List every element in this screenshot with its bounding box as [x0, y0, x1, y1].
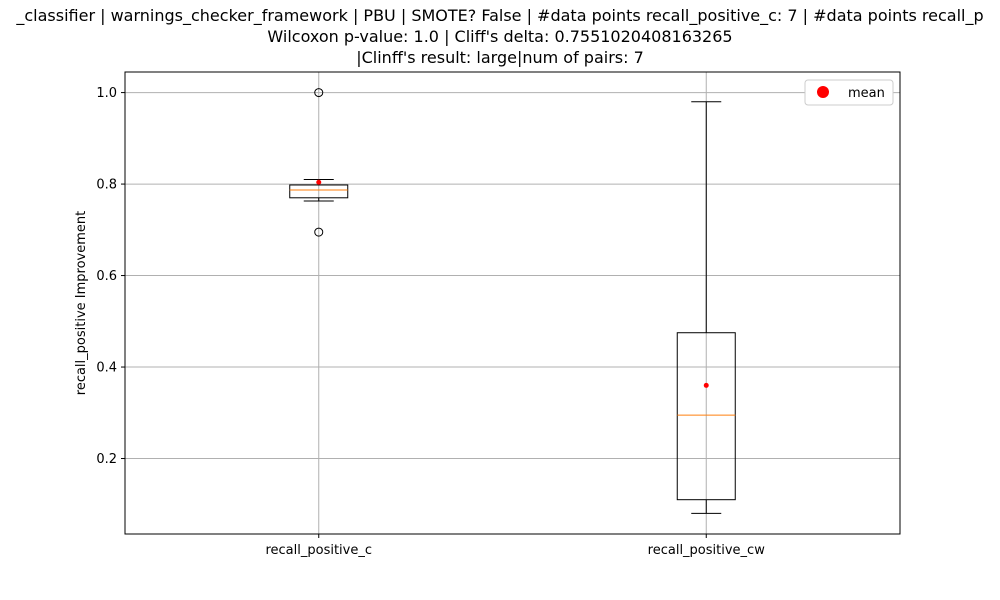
x-tick-label: recall_positive_c	[265, 543, 372, 558]
outlier-point	[314, 227, 324, 237]
mean-marker	[703, 382, 709, 388]
iqr-box	[289, 184, 349, 199]
y-tick-label: 1.0	[96, 86, 117, 101]
legend-frame	[804, 79, 894, 106]
grid-lines	[125, 72, 900, 534]
legend: mean	[804, 79, 894, 106]
box-series	[289, 88, 736, 514]
y-tick-label: 0.4	[96, 361, 117, 376]
mean-marker	[316, 179, 322, 185]
y-axis-ticks: 0.2 0.4 0.6 0.8 1.0	[96, 86, 125, 467]
title-line-3: |Clinff's result: large|num of pairs: 7	[356, 48, 644, 67]
box-recall_positive_c	[289, 88, 349, 237]
y-tick-label: 0.2	[96, 452, 117, 467]
iqr-box	[676, 332, 736, 501]
box-recall_positive_cw	[676, 101, 736, 514]
y-tick-label: 0.6	[96, 269, 117, 284]
title-line-1: _classifier | warnings_checker_framework…	[16, 6, 984, 25]
y-axis-label: recall_positive Improvement	[74, 211, 89, 395]
title-line-2: Wilcoxon p-value: 1.0 | Cliff's delta: 0…	[267, 27, 733, 46]
y-tick-label: 0.8	[96, 178, 117, 193]
legend-mean-marker	[817, 86, 829, 98]
chart-title: _classifier | warnings_checker_framework…	[0, 6, 1000, 70]
plot-area-frame	[124, 71, 901, 535]
legend-mean-label: mean	[848, 86, 885, 101]
outlier-point	[314, 88, 324, 98]
x-axis-ticks: recall_positive_c recall_positive_cw	[265, 534, 765, 558]
x-tick-label: recall_positive_cw	[648, 543, 766, 558]
